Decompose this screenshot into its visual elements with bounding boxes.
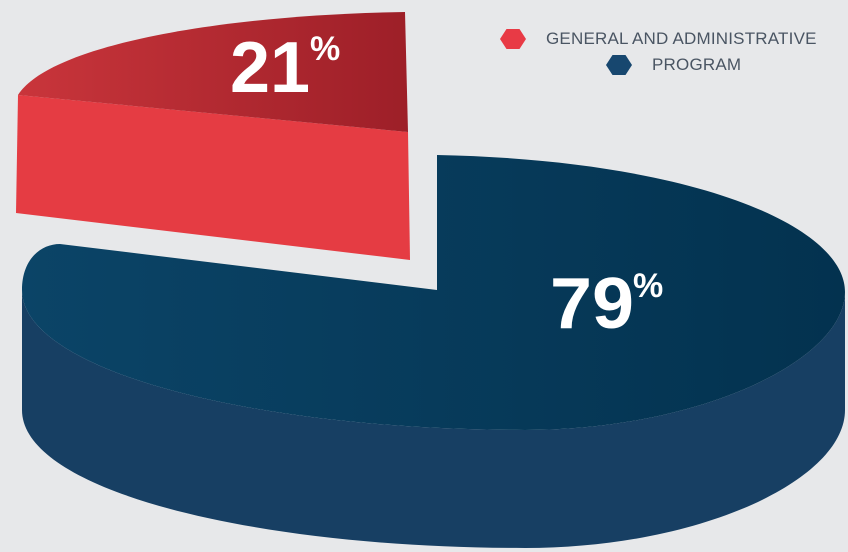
legend-item-general: GENERAL AND ADMINISTRATIVE xyxy=(500,26,844,52)
slice-general-administrative xyxy=(16,12,410,260)
legend-label-program: PROGRAM xyxy=(652,55,742,74)
slice-program-side xyxy=(22,290,845,548)
data-label-general-number: 21 xyxy=(230,28,310,108)
legend: GENERAL AND ADMINISTRATIVE PROGRAM xyxy=(500,26,844,78)
data-label-program: 79 % xyxy=(550,264,663,344)
legend-swatch-general xyxy=(500,29,526,49)
slice-general-side xyxy=(16,95,410,260)
legend-item-program: PROGRAM xyxy=(500,52,844,78)
legend-swatch-program xyxy=(606,55,632,75)
data-label-general: 21 % xyxy=(230,28,340,108)
legend-label-general: GENERAL AND ADMINISTRATIVE xyxy=(546,29,817,48)
slice-program-top xyxy=(22,155,845,430)
data-label-general-percent-sign: % xyxy=(310,30,340,68)
slice-program xyxy=(22,155,845,548)
data-label-program-percent-sign: % xyxy=(633,267,663,305)
data-label-program-number: 79 xyxy=(550,264,634,344)
slice-general-top xyxy=(18,12,408,132)
